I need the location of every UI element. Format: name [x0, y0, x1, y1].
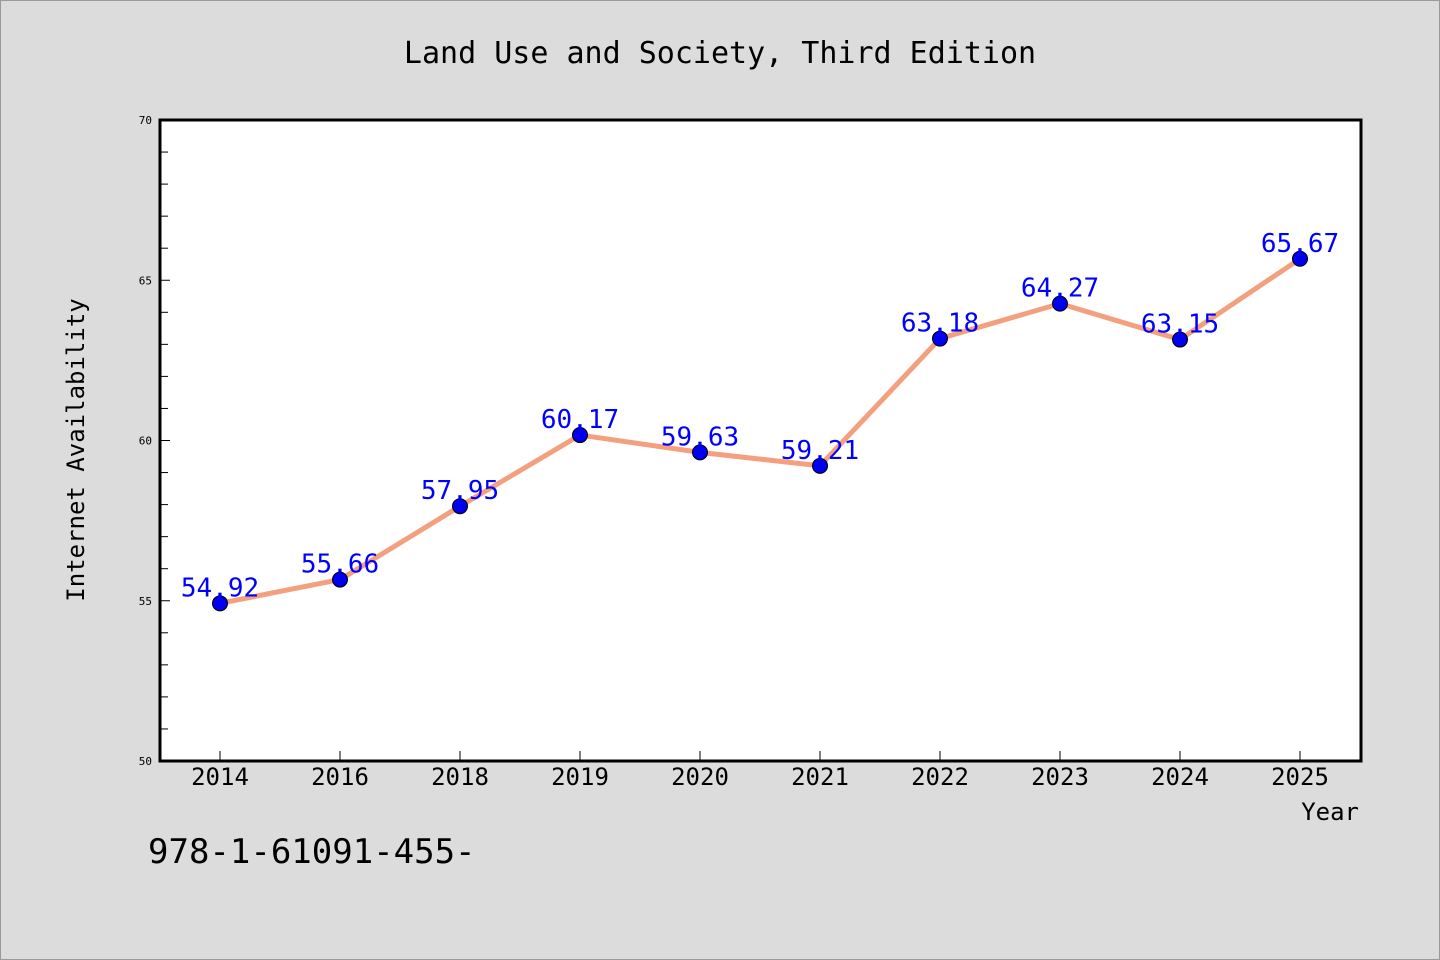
x-tick-label: 2018 [431, 763, 489, 791]
data-label: 63.18 [901, 309, 979, 339]
x-tick-label: 2014 [191, 763, 249, 791]
data-labels: 54.92 55.66 57.95 60.17 59.63 59.21 63.18 64.27… [181, 229, 1339, 604]
x-axis: 2014 2016 2018 2019 2020 2021 2022 2023 2024 2025 [191, 751, 1329, 791]
data-point [812, 457, 828, 474]
x-tick-label: 2021 [791, 763, 849, 791]
series-group [212, 250, 1308, 612]
x-axis-label: Year [1301, 798, 1359, 826]
data-point [452, 498, 468, 515]
x-tick-label: 2019 [551, 763, 609, 791]
data-point [1172, 331, 1188, 348]
y-axis: 50 55 60 65 70 [139, 114, 170, 768]
x-tick-label: 2020 [671, 763, 729, 791]
series-line [217, 256, 1303, 606]
data-label: 55.66 [301, 550, 379, 580]
data-label: 57.95 [421, 476, 499, 506]
data-point [1292, 250, 1308, 267]
chart-title: Land Use and Society, Third Edition [404, 36, 1036, 71]
data-point [332, 571, 348, 588]
isbn-code: 978-1-61091-455- [148, 832, 476, 872]
data-label: 63.15 [1141, 310, 1219, 340]
data-point [572, 427, 588, 444]
y-tick-label: 65 [139, 274, 152, 287]
x-tick-label: 2025 [1271, 763, 1329, 791]
data-label: 59.21 [781, 436, 859, 466]
data-label: 65.67 [1261, 229, 1339, 259]
y-axis-label: Internet Availability [62, 298, 90, 601]
y-tick-label: 55 [139, 595, 152, 608]
y-tick-label: 60 [139, 435, 152, 448]
data-point [1052, 295, 1068, 312]
data-point [692, 444, 708, 461]
x-tick-label: 2022 [911, 763, 969, 791]
data-point [212, 595, 228, 612]
y-tick-label: 70 [139, 114, 152, 127]
y-tick-label: 50 [139, 755, 152, 768]
data-label: 59.63 [661, 422, 739, 452]
data-label: 54.92 [181, 573, 259, 603]
data-label: 64.27 [1021, 274, 1099, 304]
x-tick-label: 2023 [1031, 763, 1089, 791]
x-tick-label: 2016 [311, 763, 369, 791]
x-tick-label: 2024 [1151, 763, 1209, 791]
data-point [932, 330, 948, 347]
data-label: 60.17 [541, 405, 619, 435]
plot-area [158, 118, 1363, 763]
